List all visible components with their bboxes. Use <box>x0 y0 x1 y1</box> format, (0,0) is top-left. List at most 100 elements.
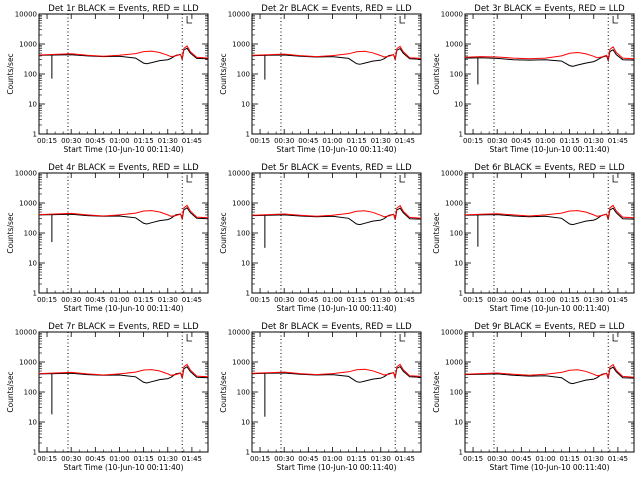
series-line-lld <box>464 46 635 62</box>
series-line-lld <box>464 363 635 380</box>
bracket-mark <box>399 16 406 24</box>
detector-panel: Det 9r BLACK = Events, RED = LLD 1 10 100 10… <box>432 322 635 472</box>
x-tick-label: 01:15 <box>560 137 580 145</box>
detector-panel: Det 5r BLACK = Events, RED = LLD 1 10 100 10… <box>219 163 422 313</box>
x-tick-label: 01:15 <box>347 137 367 145</box>
x-tick-label: 00:45 <box>298 455 318 463</box>
x-axis-label: Start Time (10-Jun-10 00:11:40) <box>277 145 397 154</box>
y-tick-label: 100 <box>24 71 37 79</box>
x-tick-label: 00:15 <box>37 455 57 463</box>
x-tick-label: 01:00 <box>109 137 129 145</box>
y-tick-label: 100 <box>237 389 250 397</box>
panel-title: Det 5r BLACK = Events, RED = LLD <box>261 163 412 173</box>
x-tick-label: 01:15 <box>134 137 154 145</box>
x-axis-label: Start Time (10-Jun-10 00:11:40) <box>490 145 610 154</box>
y-tick-label: 1 <box>246 290 250 298</box>
x-tick-label: 01:15 <box>560 455 580 463</box>
x-tick-label: 00:15 <box>250 455 270 463</box>
x-tick-label: 01:30 <box>371 137 391 145</box>
x-tick-label: 00:45 <box>85 455 105 463</box>
x-axis-label: Start Time (10-Jun-10 00:11:40) <box>64 304 184 313</box>
y-tick-label: 10 <box>28 419 37 427</box>
y-tick-label: 10 <box>241 419 250 427</box>
panel-title: Det 2r BLACK = Events, RED = LLD <box>261 4 412 14</box>
y-tick-label: 10000 <box>15 170 37 178</box>
x-tick-label: 00:30 <box>61 455 81 463</box>
x-tick-label: 00:15 <box>463 137 483 145</box>
series-line-events <box>251 47 422 65</box>
series-line-lld <box>251 204 422 221</box>
x-tick-label: 00:30 <box>61 137 81 145</box>
x-tick-label: 01:00 <box>322 296 342 304</box>
x-tick-label: 01:45 <box>395 137 415 145</box>
y-tick-label: 10 <box>28 260 37 268</box>
x-tick-label: 00:15 <box>37 137 57 145</box>
y-tick-label: 100 <box>237 230 250 238</box>
y-tick-label: 100 <box>450 389 463 397</box>
y-tick-label: 1 <box>459 131 463 139</box>
y-tick-label: 100 <box>450 71 463 79</box>
y-axis-label: Counts/sec <box>219 371 228 412</box>
y-tick-label: 1000 <box>232 359 250 367</box>
x-tick-label: 01:45 <box>182 296 202 304</box>
bracket-mark <box>612 334 619 342</box>
y-axis-label: Counts/sec <box>6 371 15 412</box>
x-tick-label: 01:00 <box>535 137 555 145</box>
x-tick-label: 01:30 <box>371 296 391 304</box>
y-tick-label: 1000 <box>445 359 463 367</box>
x-tick-label: 00:15 <box>250 137 270 145</box>
detector-panel: Det 3r BLACK = Events, RED = LLD 1 10 100 10… <box>432 4 635 154</box>
y-tick-label: 1000 <box>19 41 37 49</box>
y-tick-label: 10000 <box>228 329 250 337</box>
bracket-mark <box>612 175 619 183</box>
x-tick-label: 01:15 <box>134 455 154 463</box>
y-tick-label: 10000 <box>441 170 463 178</box>
series-line-events <box>251 365 422 383</box>
y-tick-label: 1 <box>246 131 250 139</box>
y-tick-label: 1000 <box>445 200 463 208</box>
x-tick-label: 01:45 <box>608 455 628 463</box>
x-tick-label: 00:45 <box>298 137 318 145</box>
series-line-events <box>38 207 209 225</box>
x-tick-label: 01:30 <box>158 137 178 145</box>
x-axis-label: Start Time (10-Jun-10 00:11:40) <box>64 463 184 472</box>
x-axis-label: Start Time (10-Jun-10 00:11:40) <box>277 304 397 313</box>
y-tick-label: 10 <box>454 260 463 268</box>
y-axis-label: Counts/sec <box>6 212 15 253</box>
panel-title: Det 3r BLACK = Events, RED = LLD <box>474 4 625 14</box>
y-axis-label: Counts/sec <box>432 212 441 253</box>
x-tick-label: 00:30 <box>487 137 507 145</box>
series-line-lld <box>38 45 209 61</box>
y-tick-label: 1000 <box>19 359 37 367</box>
y-tick-label: 1000 <box>232 41 250 49</box>
y-tick-label: 10000 <box>441 11 463 19</box>
x-tick-label: 01:30 <box>158 455 178 463</box>
y-axis-label: Counts/sec <box>219 212 228 253</box>
y-tick-label: 1 <box>459 449 463 457</box>
y-tick-label: 10 <box>241 101 250 109</box>
x-tick-label: 01:30 <box>158 296 178 304</box>
x-tick-label: 01:45 <box>395 455 415 463</box>
bracket-mark <box>612 16 619 24</box>
y-tick-label: 100 <box>24 230 37 238</box>
series-line-events <box>464 207 635 226</box>
x-tick-label: 01:45 <box>395 296 415 304</box>
x-tick-label: 01:15 <box>347 455 367 463</box>
series-line-events <box>251 207 422 226</box>
y-axis-label: Counts/sec <box>432 371 441 412</box>
bracket-mark <box>186 175 193 183</box>
y-tick-label: 10 <box>241 260 250 268</box>
panel-title: Det 4r BLACK = Events, RED = LLD <box>48 163 199 173</box>
x-tick-label: 01:45 <box>608 137 628 145</box>
x-tick-label: 01:00 <box>322 455 342 463</box>
detector-panel: Det 6r BLACK = Events, RED = LLD 1 10 100 10… <box>432 163 635 313</box>
series-line-events <box>38 366 209 384</box>
panel-title: Det 6r BLACK = Events, RED = LLD <box>474 163 625 173</box>
series-line-lld <box>38 363 209 380</box>
detector-panel: Det 4r BLACK = Events, RED = LLD 1 10 100 10… <box>6 163 209 313</box>
series-line-lld <box>464 204 635 221</box>
x-tick-label: 01:15 <box>347 296 367 304</box>
y-tick-label: 1 <box>459 290 463 298</box>
x-axis-label: Start Time (10-Jun-10 00:11:40) <box>490 304 610 313</box>
